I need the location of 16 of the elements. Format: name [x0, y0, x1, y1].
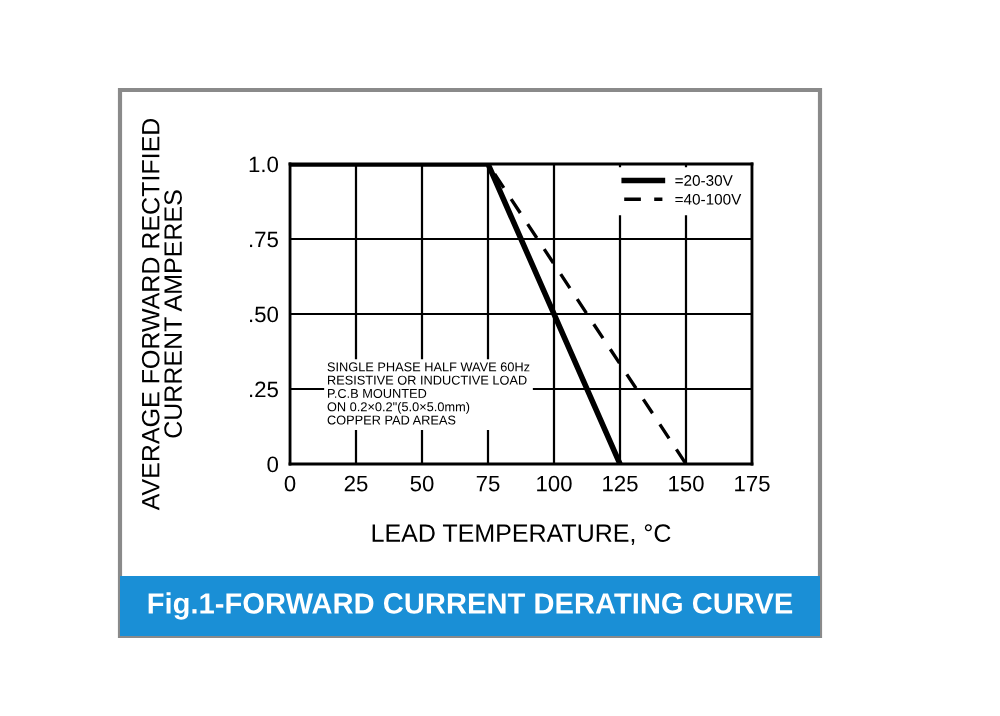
- x-tick-label: 150: [669, 475, 704, 492]
- y-tick-label: .25: [250, 381, 278, 398]
- x-tick-label: 25: [344, 475, 368, 492]
- x-tick-label: 125: [603, 475, 638, 492]
- y-tick-label: 0: [267, 456, 279, 473]
- x-tick-label: 100: [537, 475, 572, 492]
- x-tick-label: 50: [410, 475, 434, 492]
- y-tick-label: .50: [250, 306, 279, 323]
- x-tick-label: 75: [476, 475, 500, 492]
- x-axis-title: LEAD TEMPERATURE, °C: [372, 524, 671, 545]
- x-tick-label: 175: [735, 475, 770, 492]
- text: Fig.1-FORWARD CURRENT DERATING CURVE: [148, 592, 793, 620]
- y-tick-label: 1.0: [249, 156, 279, 173]
- y-axis-title: AVERAGE FORWARD RECTIFIED CURRENT AMPERES: [141, 118, 182, 511]
- x-tick-label: 0: [284, 475, 296, 492]
- y-tick-label: .75: [250, 231, 278, 248]
